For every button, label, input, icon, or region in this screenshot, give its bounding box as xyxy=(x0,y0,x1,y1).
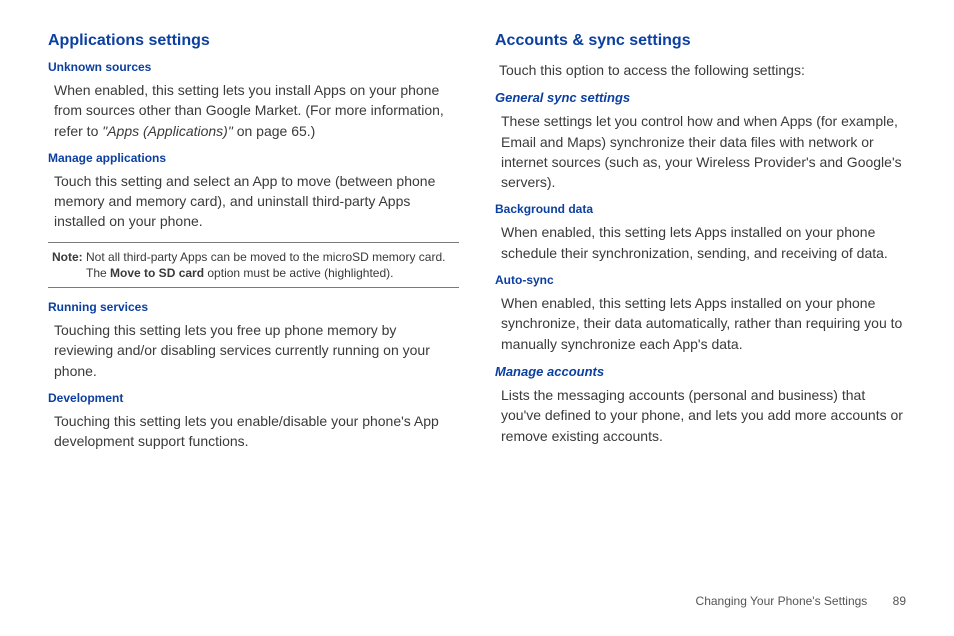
running-services-heading: Running services xyxy=(48,300,459,314)
footer-page-number: 89 xyxy=(893,594,906,608)
applications-settings-heading: Applications settings xyxy=(48,32,459,50)
accounts-sync-intro: Touch this option to access the followin… xyxy=(499,60,906,80)
note-text-post: option must be active (highlighted). xyxy=(204,266,393,280)
note-bold: Move to SD card xyxy=(110,266,204,280)
unknown-sources-text-post: on page 65.) xyxy=(233,123,316,139)
accounts-sync-heading: Accounts & sync settings xyxy=(495,32,906,50)
manage-applications-heading: Manage applications xyxy=(48,151,459,165)
background-data-heading: Background data xyxy=(495,202,906,216)
left-column: Applications settings Unknown sources Wh… xyxy=(48,32,459,460)
unknown-sources-text: When enabled, this setting lets you inst… xyxy=(54,80,459,141)
manage-applications-text: Touch this setting and select an App to … xyxy=(54,171,459,232)
page-footer: Changing Your Phone's Settings 89 xyxy=(696,594,906,608)
note-text: Note: Not all third-party Apps can be mo… xyxy=(52,249,455,281)
development-text: Touching this setting lets you enable/di… xyxy=(54,411,459,452)
manage-accounts-heading: Manage accounts xyxy=(495,364,906,379)
right-column: Accounts & sync settings Touch this opti… xyxy=(495,32,906,460)
general-sync-settings-heading: General sync settings xyxy=(495,90,906,105)
general-sync-settings-text: These settings let you control how and w… xyxy=(501,111,906,192)
auto-sync-text: When enabled, this setting lets Apps ins… xyxy=(501,293,906,354)
note-label: Note: xyxy=(52,250,83,264)
footer-section-title: Changing Your Phone's Settings xyxy=(696,594,868,608)
note-box: Note: Not all third-party Apps can be mo… xyxy=(48,242,459,288)
running-services-text: Touching this setting lets you free up p… xyxy=(54,320,459,381)
background-data-text: When enabled, this setting lets Apps ins… xyxy=(501,222,906,263)
unknown-sources-text-ital: "Apps (Applications)" xyxy=(102,123,233,139)
auto-sync-heading: Auto-sync xyxy=(495,273,906,287)
development-heading: Development xyxy=(48,391,459,405)
two-column-layout: Applications settings Unknown sources Wh… xyxy=(48,32,906,460)
unknown-sources-heading: Unknown sources xyxy=(48,60,459,74)
manage-accounts-text: Lists the messaging accounts (personal a… xyxy=(501,385,906,446)
